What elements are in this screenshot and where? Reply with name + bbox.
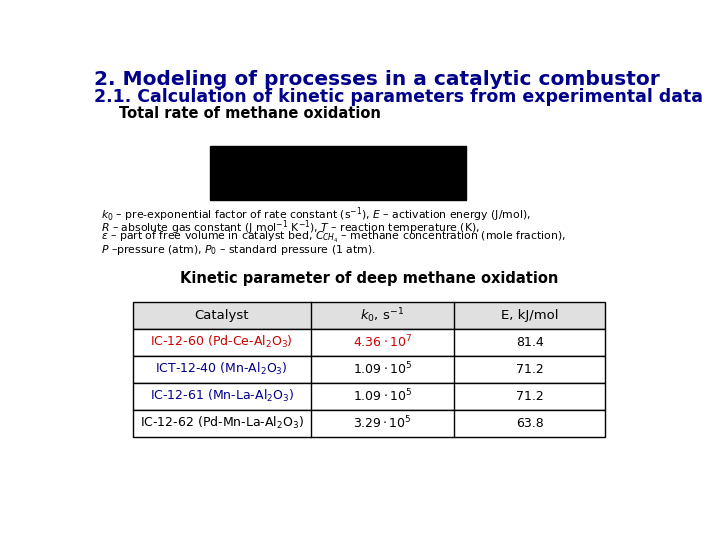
Text: 63.8: 63.8 <box>516 417 544 430</box>
Text: IC-12-60 (Pd-Ce-Al$_2$O$_3$): IC-12-60 (Pd-Ce-Al$_2$O$_3$) <box>150 334 293 350</box>
Bar <box>132 410 606 437</box>
Bar <box>132 356 606 383</box>
Text: 81.4: 81.4 <box>516 336 544 349</box>
Text: ICT-12-40 (Mn-Al$_2$O$_3$): ICT-12-40 (Mn-Al$_2$O$_3$) <box>156 361 288 377</box>
Text: $3.29 \cdot 10^5$: $3.29 \cdot 10^5$ <box>354 415 412 431</box>
Bar <box>132 329 606 356</box>
Text: IC-12-61 (Mn-La-Al$_2$O$_3$): IC-12-61 (Mn-La-Al$_2$O$_3$) <box>150 388 294 404</box>
Bar <box>132 383 606 410</box>
Text: 71.2: 71.2 <box>516 390 544 403</box>
Text: Catalyst: Catalyst <box>194 309 249 322</box>
Text: $1.09 \cdot 10^5$: $1.09 \cdot 10^5$ <box>353 388 413 404</box>
Text: IC-12-62 (Pd-Mn-La-Al$_2$O$_3$): IC-12-62 (Pd-Mn-La-Al$_2$O$_3$) <box>140 415 304 431</box>
Text: 2. Modeling of processes in a catalytic combustor: 2. Modeling of processes in a catalytic … <box>94 70 660 89</box>
Bar <box>132 302 606 329</box>
Text: $1.09 \cdot 10^5$: $1.09 \cdot 10^5$ <box>353 361 413 377</box>
Text: $\varepsilon$ – part of free volume in catalyst bed, $C_{CH_4}$ – methane concen: $\varepsilon$ – part of free volume in c… <box>101 231 566 245</box>
Text: $4.36 \cdot 10^7$: $4.36 \cdot 10^7$ <box>353 334 413 350</box>
Text: Total rate of methane oxidation: Total rate of methane oxidation <box>120 106 382 122</box>
Bar <box>210 146 466 200</box>
Text: Kinetic parameter of deep methane oxidation: Kinetic parameter of deep methane oxidat… <box>180 271 558 286</box>
Text: $P$ –pressure (atm), $P_0$ – standard pressure (1 atm).: $P$ –pressure (atm), $P_0$ – standard pr… <box>101 242 376 256</box>
Text: $R$ – absolute gas constant (J mol$^{-1}$ K$^{-1}$), $T$ – reaction temperature : $R$ – absolute gas constant (J mol$^{-1}… <box>101 218 480 237</box>
Text: $k_0$ – pre-exponential factor of rate constant (s$^{-1}$), $E$ – activation ene: $k_0$ – pre-exponential factor of rate c… <box>101 206 531 224</box>
Text: 2.1. Calculation of kinetic parameters from experimental data: 2.1. Calculation of kinetic parameters f… <box>94 88 703 106</box>
Text: 71.2: 71.2 <box>516 363 544 376</box>
Text: $k_0$, s$^{-1}$: $k_0$, s$^{-1}$ <box>361 306 405 325</box>
Text: E, kJ/mol: E, kJ/mol <box>501 309 559 322</box>
